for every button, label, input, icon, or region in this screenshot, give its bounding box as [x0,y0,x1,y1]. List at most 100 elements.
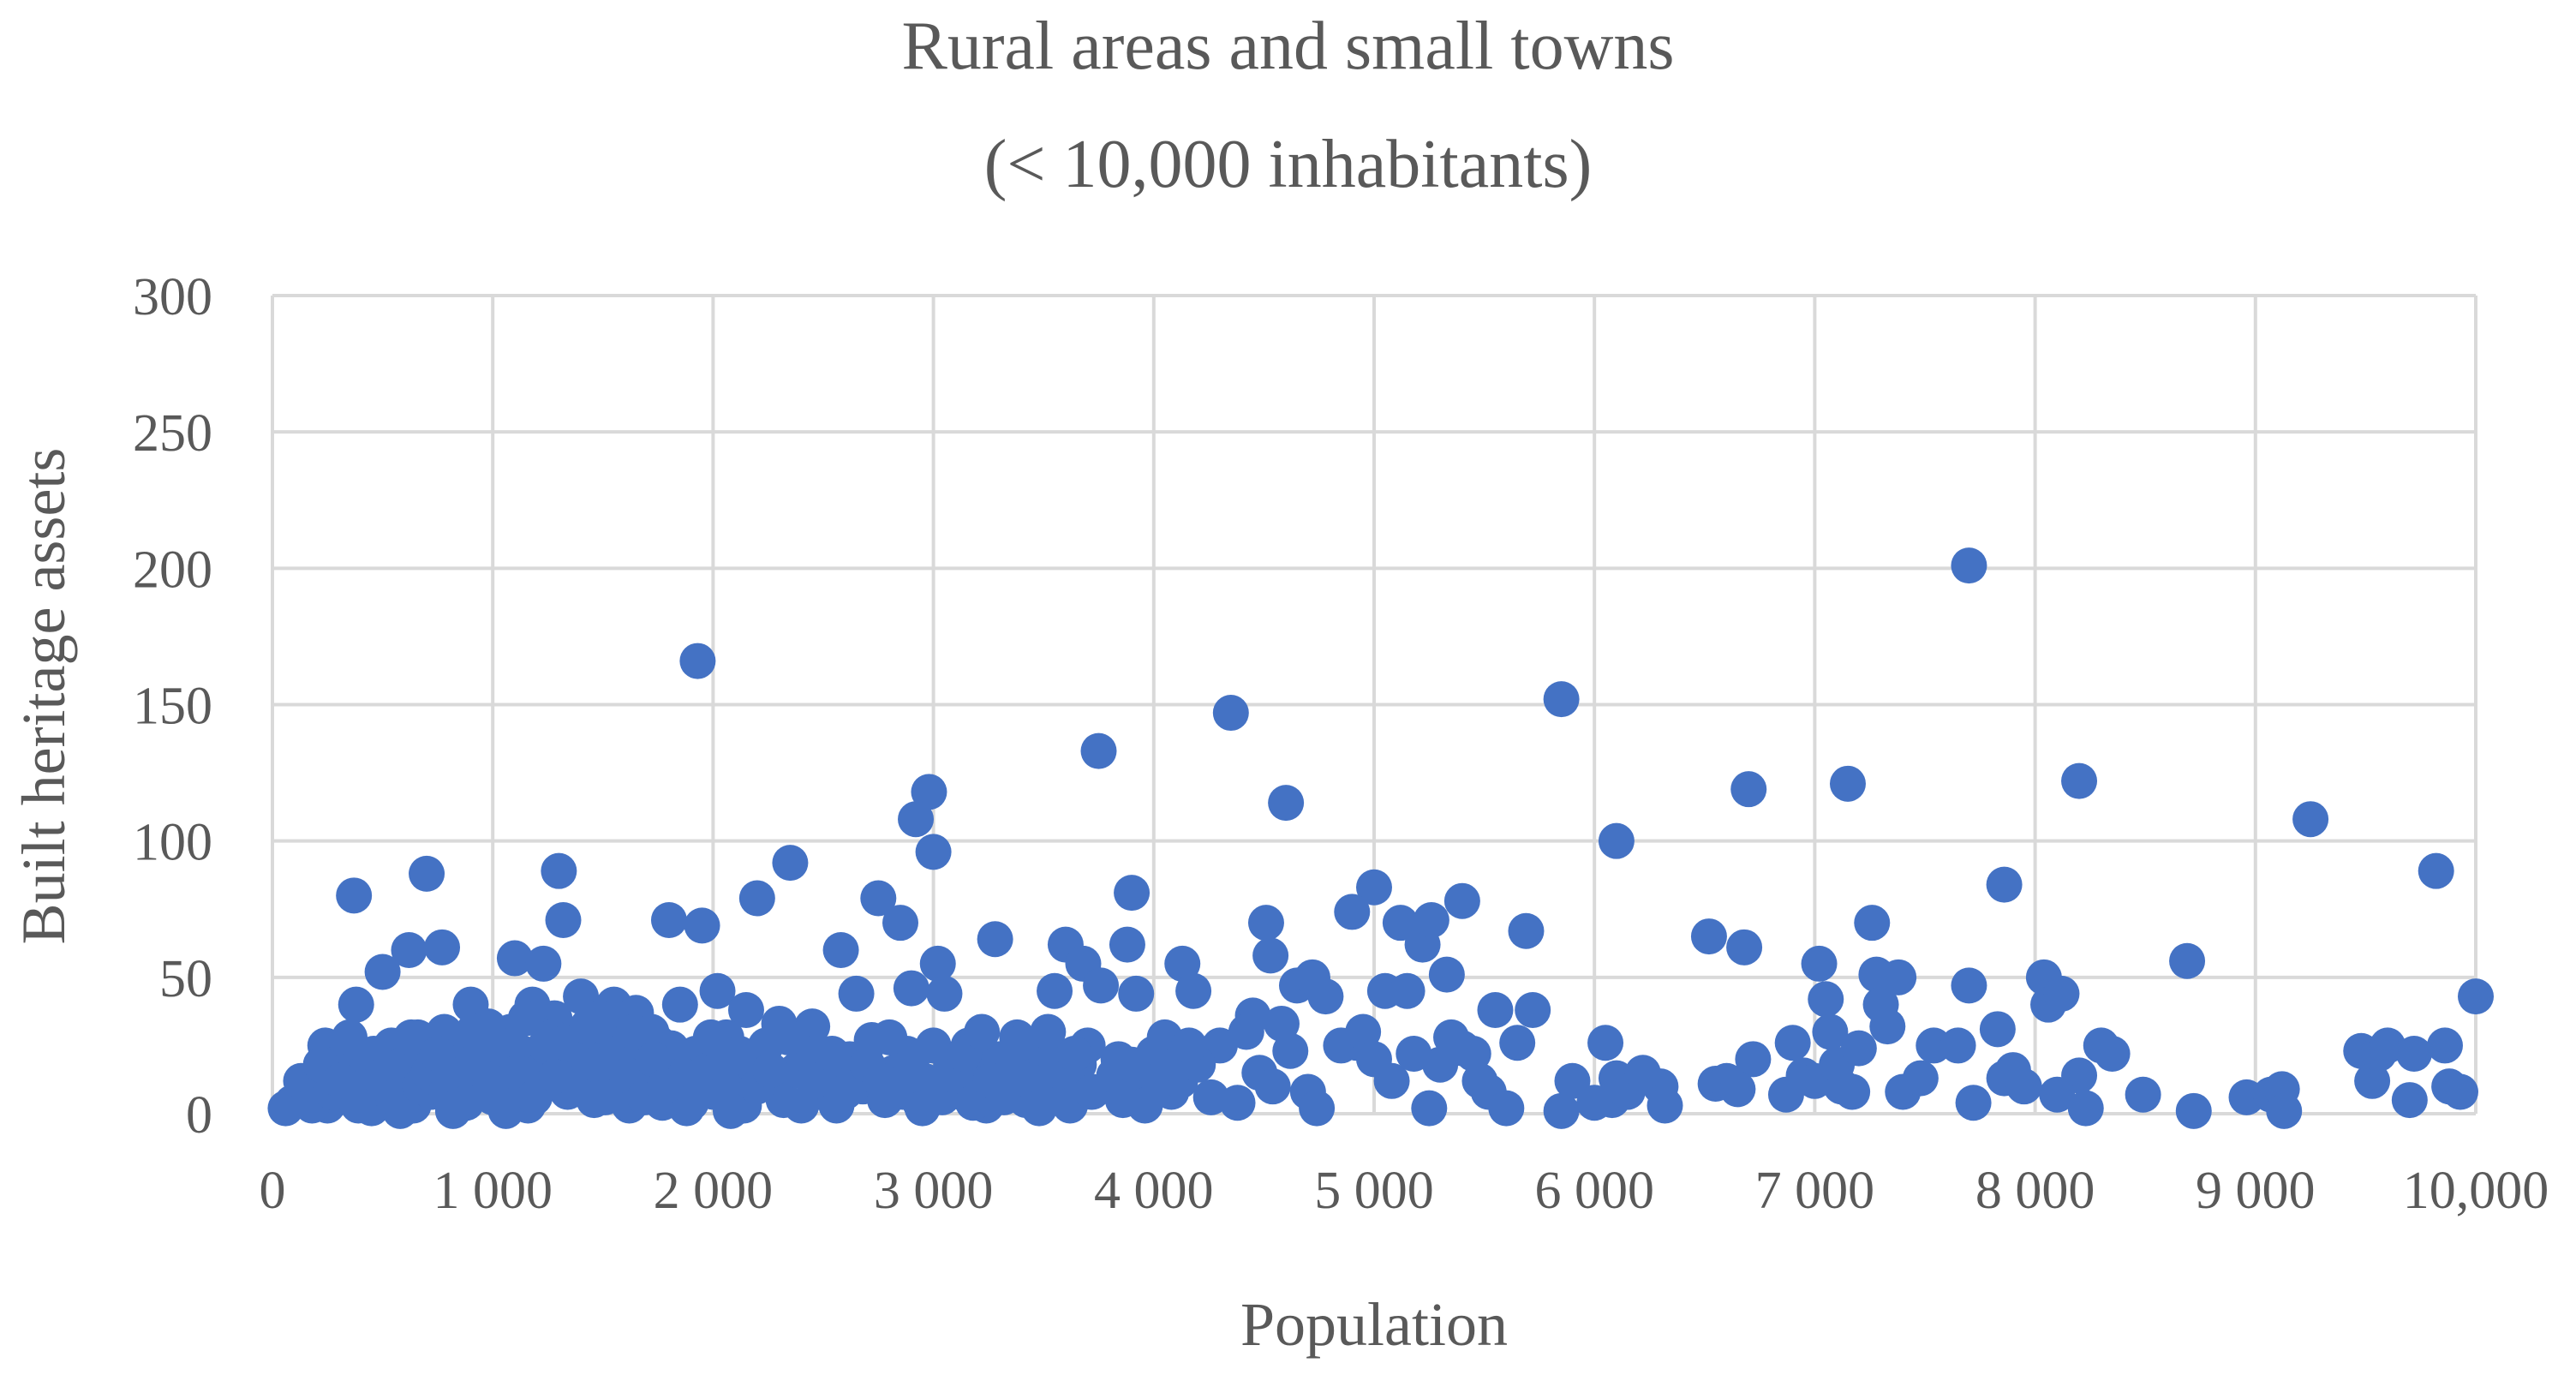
data-point [2067,1090,2104,1127]
data-point [2426,1027,2463,1064]
data-point [496,940,533,977]
data-point [769,1019,806,1055]
x-tick-label: 4 000 [1094,1162,1214,1220]
data-point [1345,1013,1382,1050]
x-tick-label: 7 000 [1755,1162,1875,1220]
data-point [2094,1035,2131,1072]
data-point [1488,1090,1525,1127]
data-point [1037,972,1073,1009]
chart-title: Rural areas and small towns [901,9,1675,84]
x-tick-label: 1 000 [433,1162,553,1220]
data-point [882,905,919,942]
data-point [2169,942,2206,979]
x-tick-label: 0 [260,1162,286,1220]
data-point [1164,945,1201,982]
x-tick-label: 5 000 [1314,1162,1434,1220]
data-point [822,932,859,968]
data-point [1808,981,1844,1018]
y-tick-label: 200 [133,541,212,599]
data-point [752,1052,789,1089]
data-point [1508,912,1545,949]
data-point [1951,967,1987,1004]
data-point [1455,1035,1491,1072]
data-point [1382,905,1419,942]
data-point [336,877,373,914]
data-point [1254,1068,1291,1105]
data-point [1951,547,1987,584]
data-point [1986,866,2023,903]
data-point [911,774,947,810]
data-point [1939,1027,1976,1064]
data-point [2458,978,2494,1015]
data-point [2395,1035,2432,1072]
data-point [2418,852,2454,889]
data-point [2005,1068,2042,1105]
data-point [1869,1008,1906,1045]
data-point [1021,1090,1058,1127]
data-point [391,932,427,968]
data-point [2266,1092,2303,1129]
data-point [1411,1090,1448,1127]
data-point [1118,975,1155,1012]
data-point [827,1073,864,1110]
data-point [1726,929,1763,966]
data-point [2442,1073,2478,1110]
data-point [1334,894,1371,930]
data-point [1902,1060,1939,1097]
data-point [1812,1013,1849,1050]
data-point [587,1079,624,1115]
data-point [985,1079,1022,1115]
data-point [1690,918,1727,955]
data-point [1373,1062,1410,1099]
data-point [1413,901,1449,938]
data-point [2043,975,2080,1012]
data-point [915,834,952,870]
data-point [712,1092,749,1129]
data-point [1080,732,1117,769]
y-tick-label: 100 [133,814,212,872]
data-point [1598,822,1635,859]
data-point [898,801,935,838]
data-point [1854,905,1891,942]
data-point [1114,1046,1151,1083]
data-point [1543,1092,1580,1129]
data-point [1056,1035,1093,1072]
data-point [635,1041,672,1078]
data-point [1083,967,1120,1004]
data-point [796,1062,833,1099]
data-point [409,855,445,892]
data-point [871,1019,908,1055]
data-point [692,1019,729,1055]
data-point [915,1027,952,1064]
data-point [1477,992,1514,1029]
x-tick-label: 9 000 [2196,1162,2316,1220]
data-point [340,1087,377,1124]
data-point [893,970,929,1007]
data-point [1389,972,1425,1009]
data-point [1979,1011,2016,1048]
data-point [1774,1025,1811,1061]
data-point [1263,1005,1300,1042]
data-point [2292,801,2329,838]
data-point [1252,937,1289,974]
y-tick-labels: 0 50 100 150 200 250 300 [133,268,212,1145]
x-tick-label: 6 000 [1534,1162,1654,1220]
data-point [926,975,963,1012]
data-points [267,547,2494,1129]
data-point [1109,926,1145,963]
x-axis-title: Population [1240,1290,1508,1359]
data-point [1955,1085,1992,1121]
data-point [1212,695,1249,732]
data-point [672,1085,709,1121]
x-tick-label: 10,000 [2403,1162,2549,1220]
data-point [2391,1082,2428,1119]
data-point [525,945,562,982]
y-axis-title: Built heritage assets [9,448,78,945]
data-point [541,852,577,889]
data-point [1175,972,1212,1009]
data-point [1543,681,1580,718]
data-point [661,986,698,1023]
data-point [517,1079,553,1115]
data-point [650,901,687,938]
data-point [481,1027,517,1064]
